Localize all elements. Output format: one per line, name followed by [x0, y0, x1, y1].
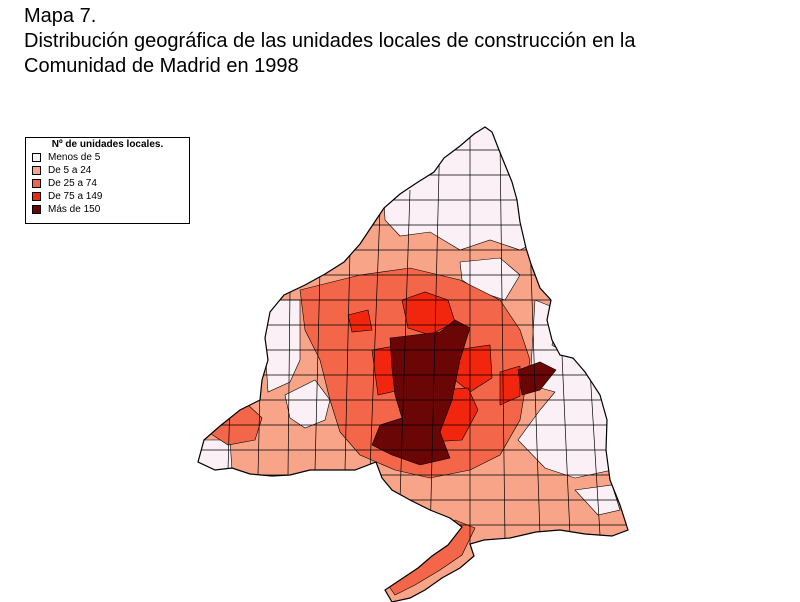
legend-swatch [32, 166, 41, 175]
title-line-2: Distribución geográfica de las unidades … [24, 30, 636, 52]
zone-de-75-a-149 [499, 365, 521, 406]
legend-item-menos-de-5: Menos de 5 [26, 151, 189, 164]
title-line-1: Mapa 7. [24, 5, 97, 27]
zone-mas-de-150 [517, 361, 557, 396]
legend-label: Más de 150 [48, 204, 101, 215]
legend-item-de-75-a-149: De 75 a 149 [26, 190, 189, 203]
title-line-3: Comunidad de Madrid en 1998 [24, 55, 299, 77]
legend-swatch [32, 205, 41, 214]
legend-item-de-25-a-74: De 25 a 74 [26, 177, 189, 190]
legend-label: De 75 a 149 [48, 191, 103, 202]
legend-label: Menos de 5 [48, 152, 101, 163]
legend-item-de-5-a-24: De 5 a 24 [26, 164, 189, 177]
region-outline [197, 126, 629, 602]
legend-swatch [32, 179, 41, 188]
legend-item-mas-de-150: Más de 150 [26, 203, 189, 216]
zone-de-75-a-149 [347, 309, 373, 333]
legend-title: Nº de unidades locales. [51, 139, 164, 150]
legend-swatch [32, 192, 41, 201]
legend-label: De 25 a 74 [48, 178, 97, 189]
zone-west-menos-de-5 [284, 379, 331, 429]
map-title: Mapa 7. Distribución geográfica de las u… [24, 4, 784, 79]
municipal-boundaries [200, 129, 628, 545]
zone-mas-de-150 [371, 319, 471, 466]
zone-southwest-menos-de-5 [198, 439, 233, 471]
legend: Nº de unidades locales. Menos de 5 De 5 … [25, 137, 190, 224]
legend-label: De 5 a 24 [48, 165, 92, 176]
legend-swatch [32, 153, 41, 162]
